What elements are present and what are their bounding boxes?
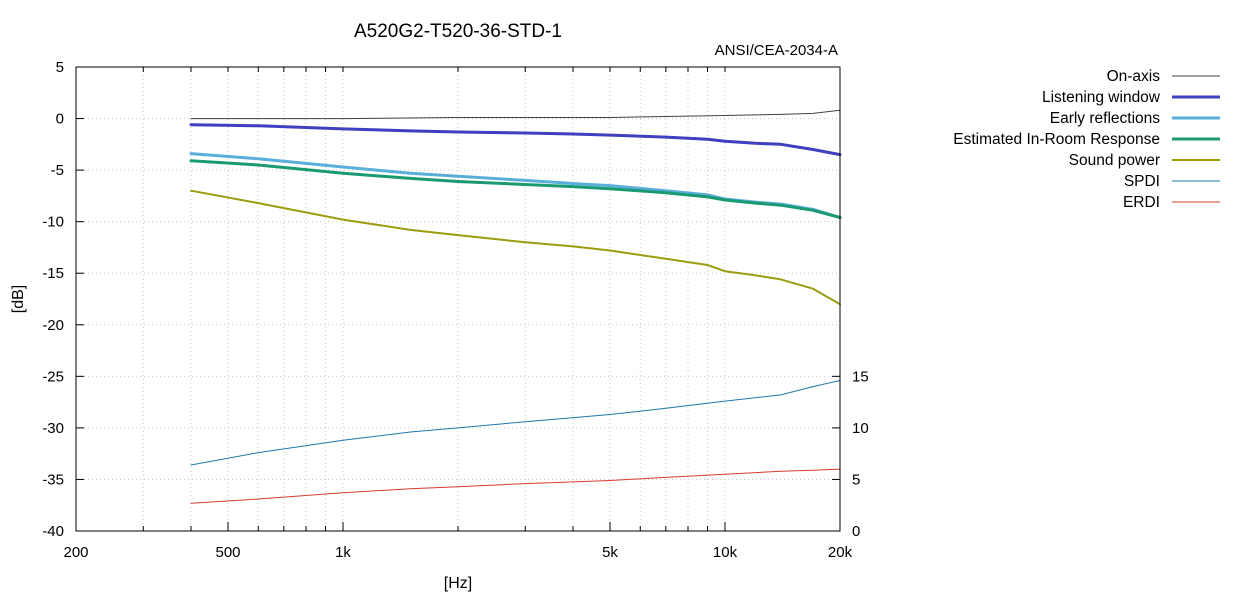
grid-lines xyxy=(76,67,840,531)
legend-label-estimated-in-room-response: Estimated In-Room Response xyxy=(953,131,1160,148)
chart-subtitle: ANSI/CEA-2034-A xyxy=(715,42,838,59)
y-tick-label: -40 xyxy=(42,523,64,540)
y2-tick-label: 15 xyxy=(852,368,869,385)
y2-tick-label: 10 xyxy=(852,420,869,437)
legend-label-on-axis: On-axis xyxy=(1107,68,1161,85)
series-line-listening-window xyxy=(189,123,842,157)
y-tick-label: -10 xyxy=(42,214,64,231)
y-axis-label: [dB] xyxy=(10,285,27,313)
y-tick-label: -20 xyxy=(42,317,64,334)
legend-label-spdi: SPDI xyxy=(1124,173,1160,190)
x-tick-label: 5k xyxy=(602,544,618,561)
series-line-on-axis xyxy=(190,109,841,120)
y-tick-label: -5 xyxy=(51,162,64,179)
x-tick-label: 20k xyxy=(828,544,853,561)
y-tick-label: -15 xyxy=(42,265,64,282)
y2-tick-label: 0 xyxy=(852,523,860,540)
legend-label-early-reflections: Early reflections xyxy=(1050,110,1161,127)
x-tick-label: 500 xyxy=(215,544,240,561)
legend-label-listening-window: Listening window xyxy=(1042,89,1161,106)
x-tick-label: 1k xyxy=(335,544,351,561)
x-axis-label: [Hz] xyxy=(444,575,472,592)
legend: On-axis Listening window Early reflections… xyxy=(953,68,1220,211)
x-tick-label: 10k xyxy=(713,544,738,561)
series-line-spdi xyxy=(190,380,841,466)
series-lines xyxy=(189,109,842,504)
y-tick-label: -35 xyxy=(42,471,64,488)
y-tick-label: -25 xyxy=(42,368,64,385)
legend-label-erdi: ERDI xyxy=(1123,194,1160,211)
legend-label-sound-power: Sound power xyxy=(1069,152,1160,169)
y-tick-label: -30 xyxy=(42,420,64,437)
series-line-sound-power xyxy=(190,189,841,306)
y-tick-label: 5 xyxy=(56,59,64,76)
chart-title: A520G2-T520-36-STD-1 xyxy=(354,21,562,42)
series-line-erdi xyxy=(190,468,841,504)
y2-tick-label: 5 xyxy=(852,471,860,488)
series-line-estimated-in-room-response xyxy=(189,159,842,219)
x-tick-label: 200 xyxy=(63,544,88,561)
y-tick-label: 0 xyxy=(56,111,64,128)
axis-ticks: 5 0 -5 -10 -15 -20 -25 -30 -35 -40 15 10 5 0 200 500 1k 5… xyxy=(42,59,868,561)
